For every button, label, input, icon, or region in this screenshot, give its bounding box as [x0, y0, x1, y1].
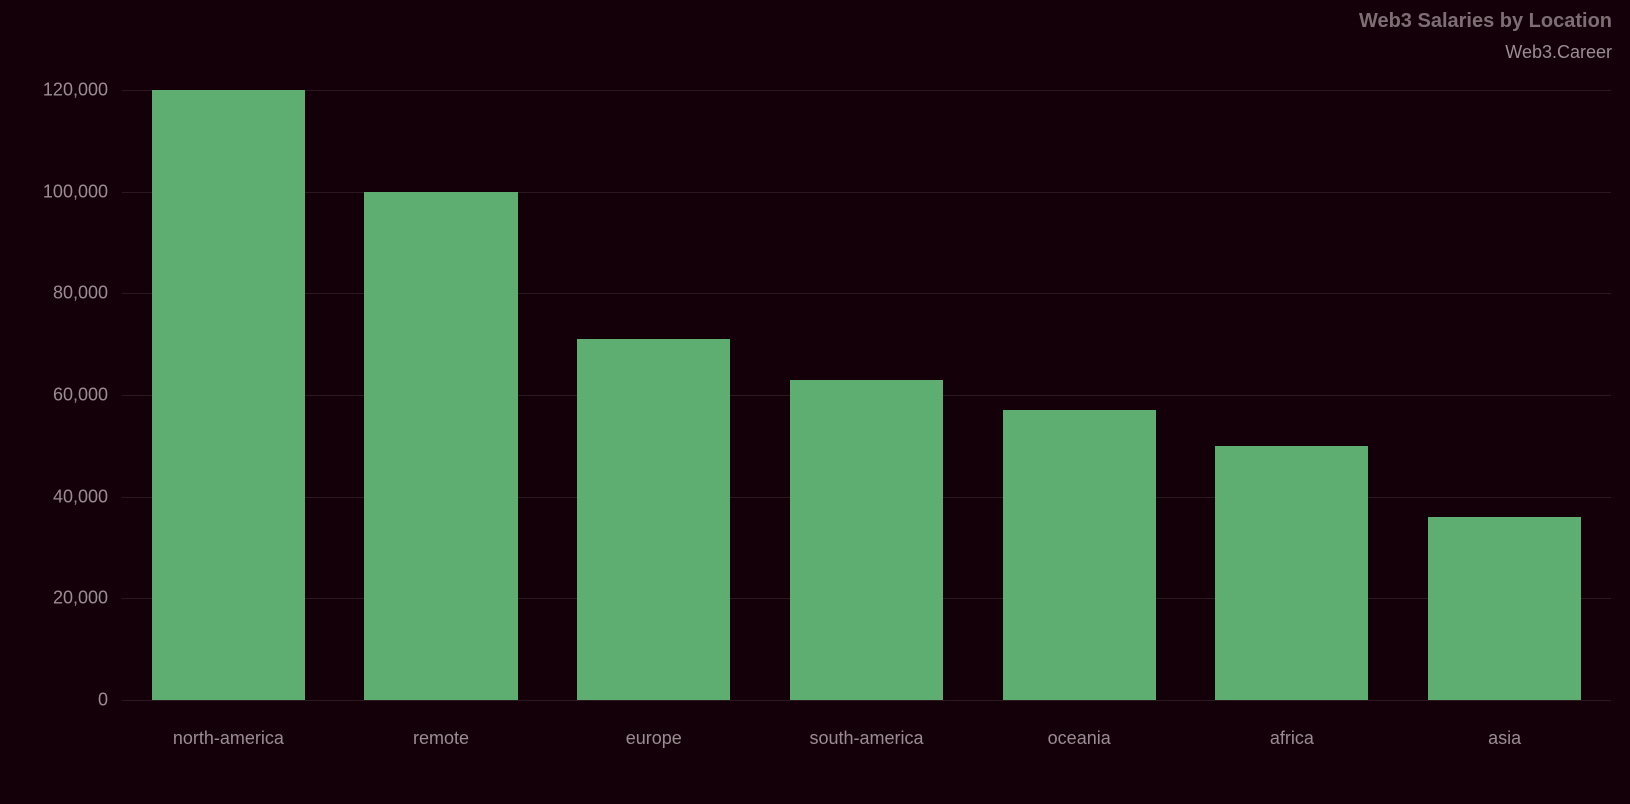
- y-axis-tick-label: 60,000: [0, 385, 108, 406]
- salary-bar-chart: Web3 Salaries by Location Web3.Career 0 20,…: [0, 0, 1630, 804]
- x-axis-tick-label: south-america: [809, 728, 923, 749]
- gridline: [122, 700, 1611, 701]
- x-axis-tick-label: remote: [413, 728, 469, 749]
- bar: [1428, 517, 1581, 700]
- chart-title: Web3 Salaries by Location: [1359, 10, 1612, 33]
- y-axis-tick-label: 80,000: [0, 283, 108, 304]
- bar: [152, 90, 305, 700]
- x-axis-tick-label: europe: [626, 728, 682, 749]
- gridline: [122, 90, 1611, 91]
- bar: [1215, 446, 1368, 700]
- y-axis-tick-label: 120,000: [0, 80, 108, 101]
- chart-subtitle: Web3.Career: [1505, 42, 1612, 63]
- y-axis-tick-label: 20,000: [0, 588, 108, 609]
- bar: [1003, 410, 1156, 700]
- x-axis-tick-label: north-america: [173, 728, 284, 749]
- x-axis-tick-label: oceania: [1048, 728, 1111, 749]
- x-axis-tick-label: africa: [1270, 728, 1314, 749]
- y-axis-tick-label: 100,000: [0, 181, 108, 202]
- bar: [790, 380, 943, 700]
- bar: [364, 192, 517, 700]
- y-axis-tick-label: 0: [0, 690, 108, 711]
- gridline: [122, 192, 1611, 193]
- bar: [577, 339, 730, 700]
- x-axis-tick-label: asia: [1488, 728, 1521, 749]
- gridline: [122, 293, 1611, 294]
- y-axis-tick-label: 40,000: [0, 486, 108, 507]
